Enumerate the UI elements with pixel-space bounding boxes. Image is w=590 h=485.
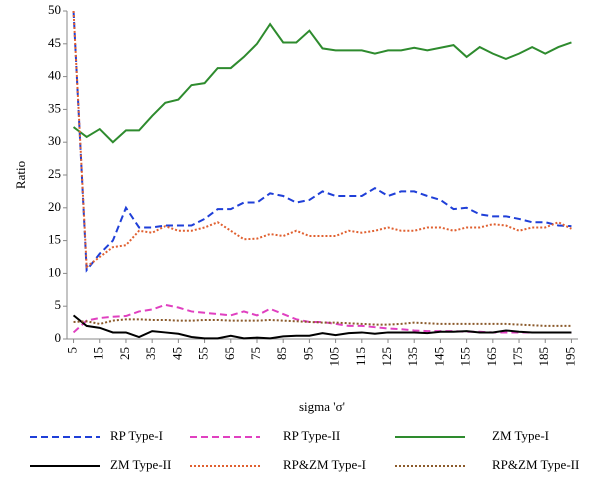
y-tick-label: 5 bbox=[55, 297, 62, 312]
y-tick-label: 50 bbox=[48, 2, 61, 17]
x-tick-label: 125 bbox=[379, 347, 394, 367]
y-tick-label: 30 bbox=[48, 133, 61, 148]
legend-label: RP&ZM Type-II bbox=[492, 457, 579, 472]
x-tick-label: 5 bbox=[65, 347, 80, 354]
y-tick-label: 40 bbox=[48, 68, 61, 83]
x-tick-label: 105 bbox=[327, 347, 342, 367]
x-tick-label: 35 bbox=[143, 347, 158, 360]
series-line bbox=[73, 318, 572, 327]
y-tick-label: 10 bbox=[48, 264, 61, 279]
series-line bbox=[72, 303, 572, 334]
x-tick-label: 95 bbox=[300, 347, 315, 360]
legend-label: ZM Type-I bbox=[492, 428, 549, 443]
y-axis-label: Ratio bbox=[13, 161, 28, 189]
legend-label: RP Type-I bbox=[110, 428, 163, 443]
series-line bbox=[72, 10, 572, 273]
series-line bbox=[72, 10, 572, 269]
x-tick-label: 45 bbox=[169, 347, 184, 360]
x-tick-label: 85 bbox=[274, 347, 289, 360]
y-tick-label: 35 bbox=[48, 100, 61, 115]
x-tick-label: 65 bbox=[222, 347, 237, 360]
x-tick-label: 175 bbox=[510, 347, 525, 367]
y-tick-label: 20 bbox=[48, 199, 61, 214]
legend-label: RP Type-II bbox=[283, 428, 340, 443]
y-tick-label: 15 bbox=[48, 232, 61, 247]
legend-label: RP&ZM Type-I bbox=[283, 457, 366, 472]
series-line bbox=[72, 22, 572, 144]
legend-label: ZM Type-II bbox=[110, 457, 171, 472]
x-tick-label: 75 bbox=[248, 347, 263, 360]
x-tick-label: 195 bbox=[562, 347, 577, 367]
y-tick-label: 0 bbox=[55, 330, 62, 345]
series-line bbox=[72, 314, 572, 340]
x-tick-label: 155 bbox=[458, 347, 473, 367]
x-tick-label: 115 bbox=[353, 347, 368, 366]
y-tick-label: 45 bbox=[48, 35, 61, 50]
x-tick-label: 165 bbox=[484, 347, 499, 367]
x-tick-label: 185 bbox=[536, 347, 551, 367]
x-tick-label: 15 bbox=[91, 347, 106, 360]
y-tick-label: 25 bbox=[48, 166, 61, 181]
x-tick-label: 135 bbox=[405, 347, 420, 367]
x-tick-label: 145 bbox=[431, 347, 446, 367]
x-tick-label: 55 bbox=[196, 347, 211, 360]
x-tick-label: 25 bbox=[117, 347, 132, 360]
x-axis-label: sigma 'σ' bbox=[299, 399, 345, 414]
